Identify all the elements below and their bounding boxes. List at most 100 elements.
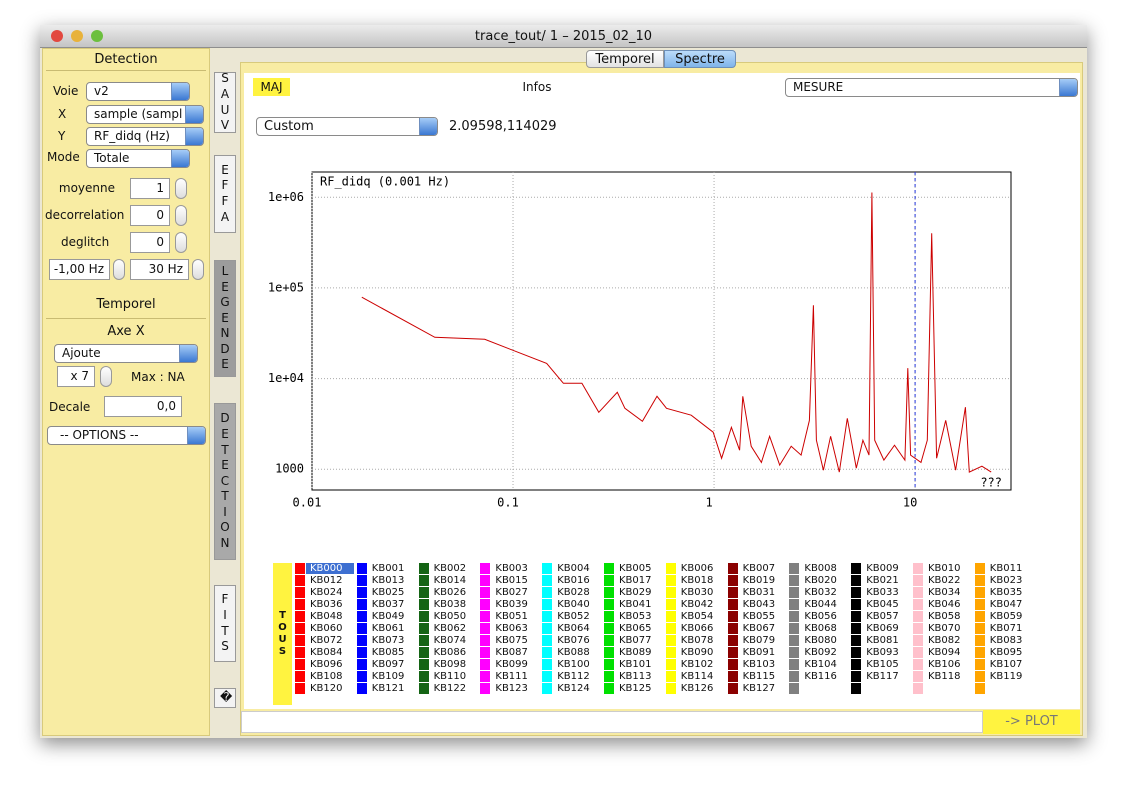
legend-item[interactable]: KB018 (680, 574, 714, 586)
legend-item[interactable]: KB040 (557, 598, 590, 610)
legend-item[interactable]: KB023 (989, 574, 1023, 586)
legend-item[interactable]: KB073 (371, 634, 405, 646)
legend-item[interactable]: KB039 (495, 598, 528, 610)
tab[interactable]: LEGENDE (214, 260, 236, 377)
legend-item[interactable]: KB122 (433, 682, 467, 694)
legend-item[interactable]: KB051 (495, 610, 528, 622)
legend-item[interactable]: KB092 (804, 646, 837, 658)
legend-item[interactable]: KB117 (866, 670, 899, 682)
legend-item[interactable]: KB072 (310, 634, 343, 646)
legend-item[interactable]: KB048 (310, 610, 343, 622)
legend-item[interactable]: KB084 (310, 646, 343, 658)
legend-item[interactable]: KB025 (371, 586, 405, 598)
legend-item[interactable]: KB085 (371, 646, 405, 658)
legend-item[interactable]: KB054 (680, 610, 714, 622)
legend-item[interactable]: KB099 (495, 658, 528, 670)
legend-item[interactable]: KB066 (680, 622, 714, 634)
decorrelation-field[interactable]: 0 (130, 205, 170, 226)
legend-item[interactable]: KB031 (742, 586, 776, 598)
zoom-button[interactable] (91, 30, 103, 42)
legend-item[interactable]: KB083 (989, 634, 1023, 646)
legend-item[interactable]: KB088 (557, 646, 590, 658)
legend-item[interactable]: KB050 (433, 610, 467, 622)
legend-item[interactable]: KB071 (989, 622, 1023, 634)
stepper[interactable] (175, 178, 187, 199)
legend-item[interactable]: KB028 (557, 586, 590, 598)
legend-item[interactable]: KB082 (928, 634, 961, 646)
legend-item[interactable]: KB079 (742, 634, 776, 646)
legend-item[interactable]: KB052 (557, 610, 590, 622)
legend-item[interactable]: KB095 (989, 646, 1023, 658)
legend-item[interactable]: KB056 (804, 610, 837, 622)
legend-item[interactable]: KB115 (742, 670, 776, 682)
legend-item[interactable]: KB013 (371, 574, 405, 586)
legend-item[interactable]: KB002 (433, 563, 467, 574)
legend-item[interactable]: KB015 (495, 574, 528, 586)
legend-item[interactable]: KB080 (804, 634, 837, 646)
legend-item[interactable]: KB024 (310, 586, 343, 598)
legend-item[interactable]: KB045 (866, 598, 899, 610)
legend-item[interactable]: KB091 (742, 646, 776, 658)
legend-item[interactable]: KB020 (804, 574, 837, 586)
legend-item[interactable]: KB075 (495, 634, 528, 646)
legend-item[interactable]: KB012 (310, 574, 343, 586)
legend-item[interactable]: KB061 (371, 622, 405, 634)
legend-item[interactable]: KB125 (619, 682, 652, 694)
tab[interactable]: FITS (214, 585, 236, 662)
legend-item[interactable]: KB033 (866, 586, 899, 598)
options-select[interactable]: -- OPTIONS -- (47, 426, 206, 445)
legend-item[interactable]: KB055 (742, 610, 776, 622)
legend-item[interactable]: KB062 (433, 622, 467, 634)
legend-item[interactable]: KB032 (804, 586, 837, 598)
legend-item[interactable]: KB038 (433, 598, 467, 610)
legend-item[interactable]: KB036 (310, 598, 343, 610)
legend-item[interactable]: KB011 (989, 563, 1023, 574)
legend-item[interactable]: KB037 (371, 598, 405, 610)
legend-item[interactable]: KB014 (433, 574, 467, 586)
legend-item[interactable]: KB108 (310, 670, 343, 682)
legend-item[interactable]: KB007 (742, 563, 776, 574)
legend-item[interactable]: KB106 (928, 658, 961, 670)
tab[interactable]: � (214, 688, 236, 708)
legend-item[interactable]: KB127 (742, 682, 776, 694)
legend-item[interactable]: KB006 (680, 563, 714, 574)
legend-item[interactable]: KB094 (928, 646, 961, 658)
legend-item[interactable]: KB089 (619, 646, 652, 658)
stepper[interactable] (175, 205, 187, 226)
axe-x-select[interactable]: Ajoute (54, 344, 198, 363)
legend-item[interactable]: KB027 (495, 586, 528, 598)
legend-item[interactable]: KB114 (680, 670, 714, 682)
legend-item[interactable]: KB017 (619, 574, 652, 586)
all-button[interactable]: TOUS (273, 563, 292, 705)
legend-item[interactable]: KB004 (557, 563, 590, 574)
legend-item[interactable]: KB087 (495, 646, 528, 658)
tab[interactable]: DETECTION (214, 403, 236, 560)
freq-min-field[interactable]: -1,00 Hz (49, 259, 110, 280)
legend-item[interactable]: KB010 (928, 563, 961, 574)
stepper[interactable] (100, 366, 112, 387)
legend-item[interactable]: KB123 (495, 682, 528, 694)
legend-item[interactable]: KB098 (433, 658, 467, 670)
legend-item[interactable]: KB104 (804, 658, 837, 670)
legend-item[interactable]: KB077 (619, 634, 652, 646)
legend-item[interactable]: KB109 (371, 670, 405, 682)
legend-item[interactable]: KB063 (495, 622, 528, 634)
x-select[interactable]: sample (sampl (86, 105, 204, 124)
freq-max-field[interactable]: 30 Hz (130, 259, 189, 280)
maj-button[interactable]: MAJ (253, 78, 290, 96)
legend-item[interactable]: KB105 (866, 658, 899, 670)
plot-button[interactable]: -> PLOT (983, 710, 1080, 734)
legend-item[interactable]: KB119 (989, 670, 1023, 682)
legend-item[interactable]: KB121 (371, 682, 405, 694)
command-field[interactable] (241, 711, 983, 733)
legend-item[interactable]: KB086 (433, 646, 467, 658)
legend-item[interactable]: KB068 (804, 622, 837, 634)
legend-item[interactable]: KB113 (619, 670, 652, 682)
legend-item[interactable]: KB008 (804, 563, 837, 574)
minimize-button[interactable] (71, 30, 83, 42)
legend-item[interactable]: KB059 (989, 610, 1023, 622)
legend-item[interactable]: KB042 (680, 598, 714, 610)
legend-item[interactable]: KB003 (495, 563, 528, 574)
legend-item[interactable]: KB111 (495, 670, 528, 682)
legend-item[interactable]: KB090 (680, 646, 714, 658)
